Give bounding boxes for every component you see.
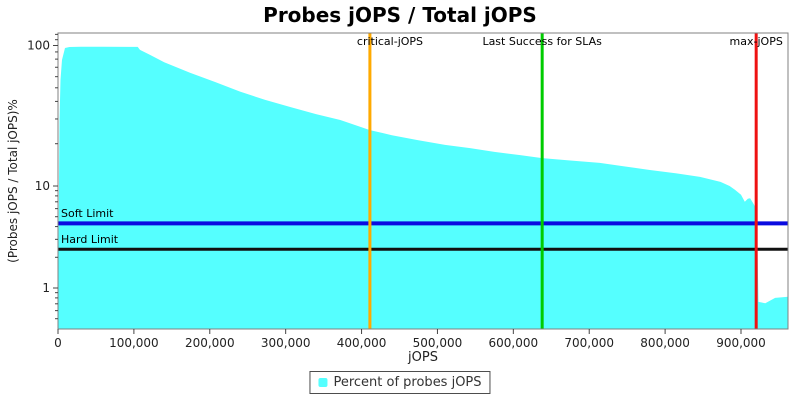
- legend-label: Percent of probes jOPS: [333, 375, 482, 390]
- svg-text:500,000: 500,000: [413, 336, 463, 350]
- x-axis-label: jOPS: [408, 350, 438, 365]
- marker-label-max-jops: max-jOPS: [729, 35, 783, 48]
- svg-text:100: 100: [27, 39, 50, 53]
- legend-swatch-icon: [318, 378, 328, 387]
- svg-text:300,000: 300,000: [261, 336, 311, 350]
- svg-text:200,000: 200,000: [185, 336, 235, 350]
- marker-label-critical-jops: critical-jOPS: [356, 35, 424, 48]
- legend: Percent of probes jOPS: [309, 371, 491, 394]
- svg-text:800,000: 800,000: [640, 336, 690, 350]
- marker-label-last-success-for-slas: Last Success for SLAs: [482, 35, 602, 48]
- chart-title: Probes jOPS / Total jOPS: [263, 3, 537, 27]
- svg-text:600,000: 600,000: [489, 336, 539, 350]
- svg-text:10: 10: [35, 179, 50, 193]
- svg-text:700,000: 700,000: [564, 336, 614, 350]
- svg-text:1: 1: [42, 281, 50, 295]
- svg-text:100,000: 100,000: [109, 336, 159, 350]
- hard-limit-label: Hard Limit: [61, 233, 119, 247]
- svg-text:400,000: 400,000: [337, 336, 387, 350]
- svg-text:0: 0: [54, 336, 62, 350]
- svg-text:900,000: 900,000: [716, 336, 766, 350]
- soft-limit-label: Soft Limit: [61, 207, 114, 221]
